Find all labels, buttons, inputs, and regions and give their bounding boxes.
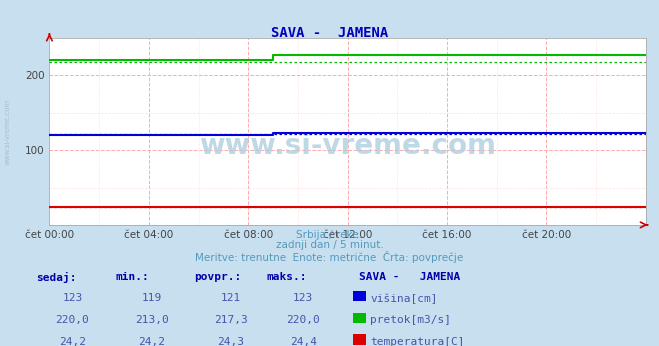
Text: 217,3: 217,3 xyxy=(214,315,248,325)
Text: 123: 123 xyxy=(293,293,313,303)
Text: www.si-vreme.com: www.si-vreme.com xyxy=(5,98,11,165)
Text: Srbija / reke.: Srbija / reke. xyxy=(297,230,362,240)
Text: 220,0: 220,0 xyxy=(55,315,90,325)
Text: pretok[m3/s]: pretok[m3/s] xyxy=(370,315,451,325)
Text: www.si-vreme.com: www.si-vreme.com xyxy=(199,133,496,161)
Text: temperatura[C]: temperatura[C] xyxy=(370,337,465,346)
Text: 24,2: 24,2 xyxy=(138,337,165,346)
Text: 24,4: 24,4 xyxy=(290,337,316,346)
Text: povpr.:: povpr.: xyxy=(194,272,242,282)
Text: 24,2: 24,2 xyxy=(59,337,86,346)
Text: min.:: min.: xyxy=(115,272,149,282)
Text: zadnji dan / 5 minut.: zadnji dan / 5 minut. xyxy=(275,240,384,251)
Text: 213,0: 213,0 xyxy=(134,315,169,325)
Text: 121: 121 xyxy=(221,293,241,303)
Text: 119: 119 xyxy=(142,293,161,303)
Text: SAVA -   JAMENA: SAVA - JAMENA xyxy=(359,272,461,282)
Text: 24,3: 24,3 xyxy=(217,337,244,346)
Text: maks.:: maks.: xyxy=(267,272,307,282)
Text: Meritve: trenutne  Enote: metrične  Črta: povprečje: Meritve: trenutne Enote: metrične Črta: … xyxy=(195,251,464,263)
Text: 123: 123 xyxy=(63,293,82,303)
Text: 220,0: 220,0 xyxy=(286,315,320,325)
Text: sedaj:: sedaj: xyxy=(36,272,76,283)
Text: višina[cm]: višina[cm] xyxy=(370,293,438,304)
Text: SAVA -  JAMENA: SAVA - JAMENA xyxy=(271,26,388,40)
